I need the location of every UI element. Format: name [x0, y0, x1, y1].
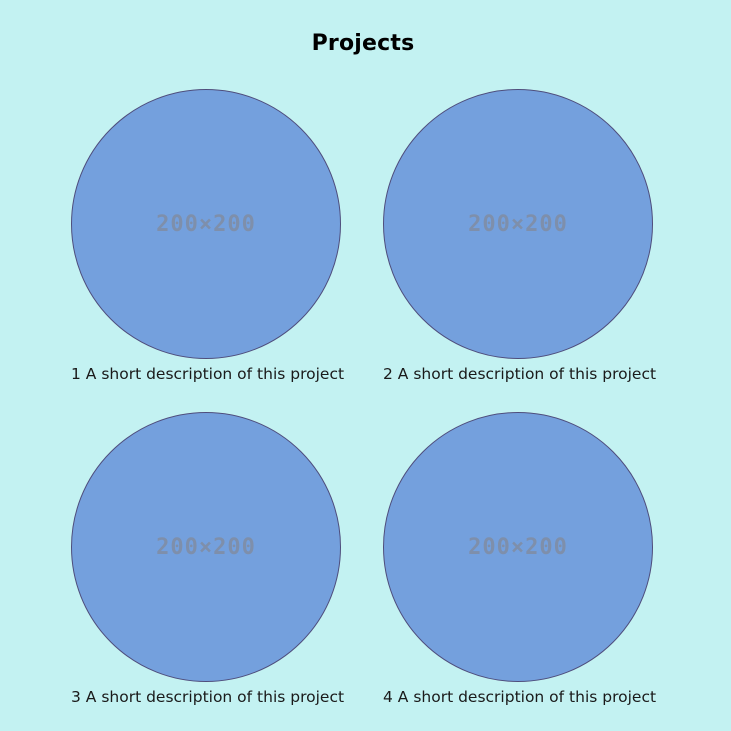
image-placeholder-label: 200×200	[156, 211, 256, 237]
image-placeholder-label: 200×200	[468, 211, 568, 237]
project-image-2[interactable]: 200×200	[383, 89, 653, 359]
project-image-3[interactable]: 200×200	[71, 412, 341, 682]
page-title: Projects	[311, 30, 415, 56]
project-image-1[interactable]: 200×200	[71, 89, 341, 359]
project-description-3: 3 A short description of this project	[71, 688, 345, 706]
image-placeholder-label: 200×200	[156, 534, 256, 560]
project-description-2: 2 A short description of this project	[383, 365, 657, 383]
project-description-1: 1 A short description of this project	[71, 365, 345, 383]
image-placeholder-label: 200×200	[468, 534, 568, 560]
project-description-4: 4 A short description of this project	[383, 688, 657, 706]
project-image-4[interactable]: 200×200	[383, 412, 653, 682]
